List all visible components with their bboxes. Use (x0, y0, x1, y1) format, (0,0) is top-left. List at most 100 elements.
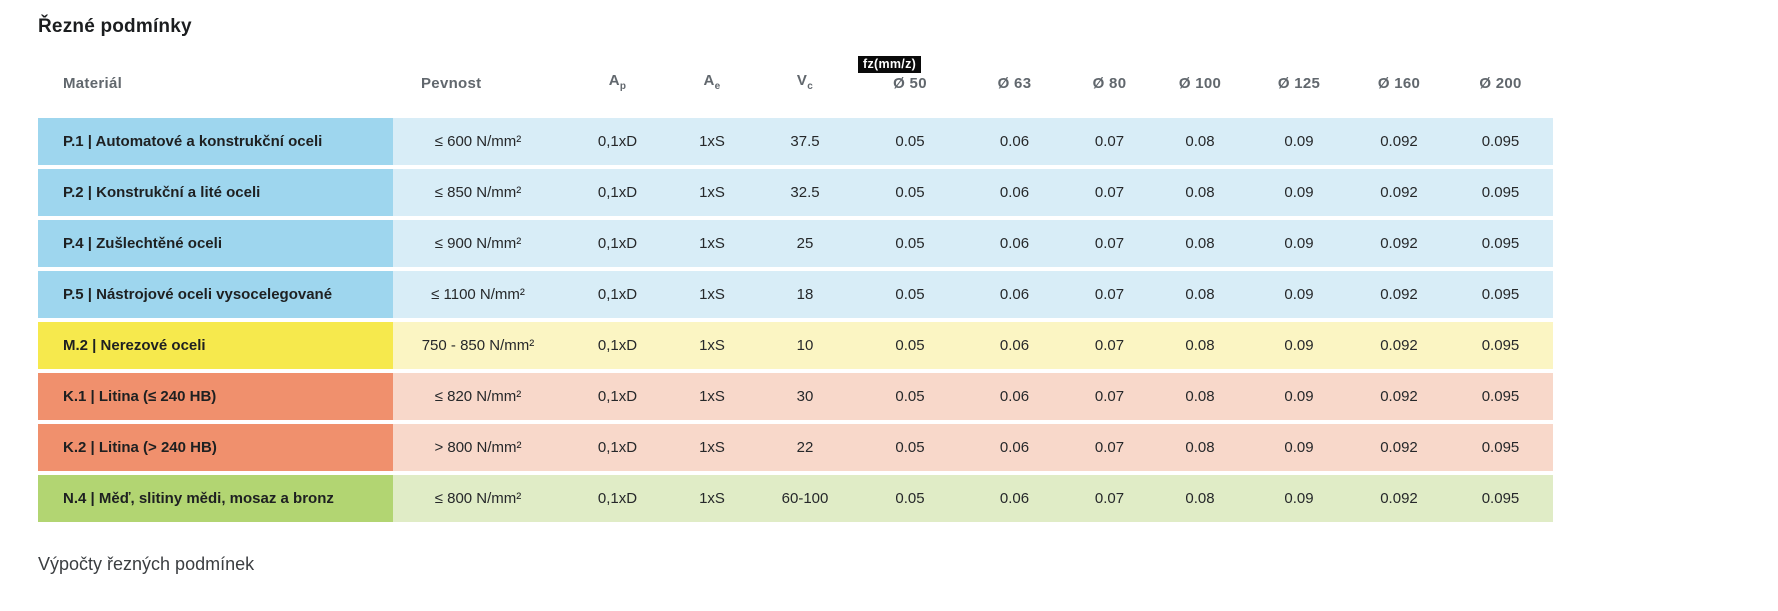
material-cell: N.4 | Měď, slitiny mědi, mosaz a bronz (38, 475, 393, 522)
vc-cell: 25 (752, 220, 858, 267)
pevnost-cell: > 800 N/mm² (393, 424, 563, 471)
col-header-material-label: Materiál (63, 75, 123, 92)
fz-d200-cell: 0.095 (1448, 424, 1553, 471)
material-cell: P.1 | Automatové a konstrukční oceli (38, 118, 393, 165)
ae-cell: 1xS (672, 373, 752, 420)
fz-d63-cell: 0.06 (962, 271, 1067, 318)
fz-d80-cell: 0.07 (1067, 475, 1152, 522)
fz-d63-cell: 0.06 (962, 118, 1067, 165)
col-header-d63: Ø 63 (997, 75, 1032, 92)
fz-d160-cell: 0.092 (1350, 322, 1448, 369)
fz-d63-cell: 0.06 (962, 220, 1067, 267)
fz-d63-cell: 0.06 (962, 373, 1067, 420)
fz-d50-cell: 0.05 (858, 118, 962, 165)
col-header-d50: fz(mm/z) Ø 50 (858, 56, 962, 114)
fz-d125-cell: 0.09 (1248, 118, 1350, 165)
col-header-material: Materiál (38, 56, 393, 114)
material-cell: K.1 | Litina (≤ 240 HB) (38, 373, 393, 420)
fz-d100-cell: 0.08 (1152, 220, 1248, 267)
ae-cell: 1xS (672, 475, 752, 522)
fz-d125-cell: 0.09 (1248, 322, 1350, 369)
col-header-pevnost-label: Pevnost (421, 75, 482, 92)
pevnost-cell: ≤ 820 N/mm² (393, 373, 563, 420)
fz-d125-cell: 0.09 (1248, 271, 1350, 318)
fz-d160-cell: 0.092 (1350, 373, 1448, 420)
fz-d160-cell: 0.092 (1350, 169, 1448, 216)
col-header-ap: Ap (608, 72, 627, 92)
fz-d200-cell: 0.095 (1448, 220, 1553, 267)
vc-cell: 32.5 (752, 169, 858, 216)
vc-cell: 37.5 (752, 118, 858, 165)
fz-d200-cell: 0.095 (1448, 169, 1553, 216)
table-row: M.2 | Nerezové oceli 750 - 850 N/mm² 0,1… (38, 322, 1553, 369)
fz-d50-cell: 0.05 (858, 169, 962, 216)
fz-d63-cell: 0.06 (962, 322, 1067, 369)
vc-cell: 22 (752, 424, 858, 471)
ap-cell: 0,1xD (563, 475, 672, 522)
fz-d100-cell: 0.08 (1152, 424, 1248, 471)
table-row: P.1 | Automatové a konstrukční oceli ≤ 6… (38, 118, 1553, 165)
ae-cell: 1xS (672, 424, 752, 471)
fz-d100-cell: 0.08 (1152, 169, 1248, 216)
fz-d200-cell: 0.095 (1448, 322, 1553, 369)
ae-cell: 1xS (672, 322, 752, 369)
fz-d160-cell: 0.092 (1350, 271, 1448, 318)
fz-d50-cell: 0.05 (858, 475, 962, 522)
fz-d50-cell: 0.05 (858, 373, 962, 420)
col-header-d50-label: Ø 50 (893, 75, 927, 92)
fz-d160-cell: 0.092 (1350, 118, 1448, 165)
fz-d200-cell: 0.095 (1448, 373, 1553, 420)
col-header-pevnost: Pevnost (393, 56, 563, 114)
vc-cell: 60-100 (752, 475, 858, 522)
vc-cell: 10 (752, 322, 858, 369)
fz-d160-cell: 0.092 (1350, 475, 1448, 522)
fz-d200-cell: 0.095 (1448, 118, 1553, 165)
table-header: Materiál Pevnost Ap Ae Vc fz(mm/z) Ø 50 … (38, 56, 1553, 114)
ap-cell: 0,1xD (563, 424, 672, 471)
ap-cell: 0,1xD (563, 322, 672, 369)
fz-d100-cell: 0.08 (1152, 475, 1248, 522)
fz-d125-cell: 0.09 (1248, 373, 1350, 420)
fz-d160-cell: 0.092 (1350, 424, 1448, 471)
pevnost-cell: ≤ 900 N/mm² (393, 220, 563, 267)
col-header-d160: Ø 160 (1377, 75, 1421, 92)
material-cell: K.2 | Litina (> 240 HB) (38, 424, 393, 471)
fz-d50-cell: 0.05 (858, 271, 962, 318)
fz-d200-cell: 0.095 (1448, 475, 1553, 522)
fz-d125-cell: 0.09 (1248, 169, 1350, 216)
col-header-d125: Ø 125 (1277, 75, 1321, 92)
col-header-d80: Ø 80 (1092, 75, 1127, 92)
table-row: K.1 | Litina (≤ 240 HB) ≤ 820 N/mm² 0,1x… (38, 373, 1553, 420)
fz-d125-cell: 0.09 (1248, 220, 1350, 267)
fz-d100-cell: 0.08 (1152, 271, 1248, 318)
table-body: P.1 | Automatové a konstrukční oceli ≤ 6… (38, 118, 1553, 522)
ap-cell: 0,1xD (563, 220, 672, 267)
pevnost-cell: ≤ 800 N/mm² (393, 475, 563, 522)
table-row: P.5 | Nástrojové oceli vysocelegované ≤ … (38, 271, 1553, 318)
fz-d50-cell: 0.05 (858, 322, 962, 369)
ap-cell: 0,1xD (563, 271, 672, 318)
fz-d200-cell: 0.095 (1448, 271, 1553, 318)
fz-d125-cell: 0.09 (1248, 475, 1350, 522)
material-cell: P.2 | Konstrukční a lité oceli (38, 169, 393, 216)
table-row: P.2 | Konstrukční a lité oceli ≤ 850 N/m… (38, 169, 1553, 216)
pevnost-cell: ≤ 850 N/mm² (393, 169, 563, 216)
fz-d63-cell: 0.06 (962, 424, 1067, 471)
col-header-d100: Ø 100 (1178, 75, 1222, 92)
footer-link-calculations: Výpočty řezných podmínek (38, 554, 255, 574)
fz-d80-cell: 0.07 (1067, 169, 1152, 216)
col-header-ae: Ae (703, 72, 721, 92)
fz-d100-cell: 0.08 (1152, 322, 1248, 369)
page-title: Řezné podmínky (38, 16, 192, 37)
pevnost-cell: ≤ 1100 N/mm² (393, 271, 563, 318)
material-cell: P.5 | Nástrojové oceli vysocelegované (38, 271, 393, 318)
material-cell: P.4 | Zušlechtěné oceli (38, 220, 393, 267)
cutting-conditions-table: Materiál Pevnost Ap Ae Vc fz(mm/z) Ø 50 … (38, 52, 1553, 526)
header-row: Materiál Pevnost Ap Ae Vc fz(mm/z) Ø 50 … (38, 56, 1553, 114)
ap-cell: 0,1xD (563, 373, 672, 420)
col-header-vc: Vc (796, 72, 814, 92)
fz-d80-cell: 0.07 (1067, 373, 1152, 420)
fz-d80-cell: 0.07 (1067, 424, 1152, 471)
fz-d50-cell: 0.05 (858, 424, 962, 471)
